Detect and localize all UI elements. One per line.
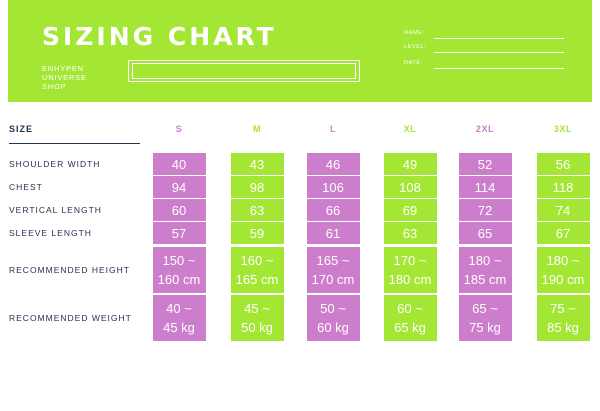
size-cell: 59 (230, 222, 284, 244)
size-cell: 94 (152, 176, 206, 198)
size-underline (9, 143, 140, 144)
header-banner: SIZING CHART ENHYPEN UNIVERSE SHOP NAME:… (8, 0, 592, 102)
column-header-2xl: 2XL (475, 124, 495, 134)
date-line (434, 68, 564, 69)
size-cell: 49 (383, 153, 437, 175)
size-cell: 65 ~ 75 kg (458, 295, 512, 341)
name-line (434, 38, 564, 39)
size-header: SIZE (9, 124, 34, 134)
size-cell: 180 ~ 190 cm (536, 247, 590, 293)
size-cell: 60 ~ 65 kg (383, 295, 437, 341)
size-cell: 150 ~ 160 cm (152, 247, 206, 293)
size-cell: 50 ~ 60 kg (306, 295, 360, 341)
size-cell: 170 ~ 180 cm (383, 247, 437, 293)
column-header-m: M (252, 124, 262, 134)
row-label-sleeve-length: SLEEVE LENGTH (9, 228, 92, 238)
size-cell: 74 (536, 199, 590, 221)
size-cell: 56 (536, 153, 590, 175)
size-cell: 40 (152, 153, 206, 175)
name-label: NAME: (404, 30, 425, 36)
row-label-chest: CHEST (9, 182, 43, 192)
size-cell: 106 (306, 176, 360, 198)
size-cell: 43 (230, 153, 284, 175)
size-cell: 165 ~ 170 cm (306, 247, 360, 293)
row-label-vertical-length: VERTICAL LENGTH (9, 205, 102, 215)
size-cell: 63 (230, 199, 284, 221)
column-header-xl: XL (403, 124, 417, 134)
size-cell: 67 (536, 222, 590, 244)
shop-name-box[interactable] (128, 60, 360, 82)
name-field[interactable]: NAME: (404, 30, 564, 40)
column-header-s: S (175, 124, 183, 134)
column-header-3xl: 3XL (553, 124, 573, 134)
shop-name-line-1: ENHYPEN (42, 64, 84, 73)
size-cell: 57 (152, 222, 206, 244)
row-label-recommended-weight: RECOMMENDED WEIGHT (9, 313, 132, 323)
column-header-l: L (329, 124, 337, 134)
size-cell: 65 (458, 222, 512, 244)
size-cell: 40 ~ 45 kg (152, 295, 206, 341)
row-label-recommended-height: RECOMMENDED HEIGHT (9, 265, 130, 275)
size-cell: 60 (152, 199, 206, 221)
size-cell: 98 (230, 176, 284, 198)
level-field[interactable]: LEVEL: (404, 44, 564, 54)
size-cell: 72 (458, 199, 512, 221)
size-cell: 46 (306, 153, 360, 175)
size-cell: 66 (306, 199, 360, 221)
shop-name-line-3: SHOP (42, 82, 67, 91)
size-cell: 45 ~ 50 kg (230, 295, 284, 341)
size-cell: 61 (306, 222, 360, 244)
level-label: LEVEL: (404, 44, 427, 50)
size-cell: 69 (383, 199, 437, 221)
date-field[interactable]: DATE: (404, 60, 564, 70)
size-cell: 180 ~ 185 cm (458, 247, 512, 293)
page-title: SIZING CHART (42, 22, 277, 51)
size-cell: 63 (383, 222, 437, 244)
size-cell: 52 (458, 153, 512, 175)
size-cell: 160 ~ 165 cm (230, 247, 284, 293)
shop-name: ENHYPEN UNIVERSE SHOP (42, 64, 87, 91)
shop-name-line-2: UNIVERSE (42, 73, 87, 82)
size-cell: 75 ~ 85 kg (536, 295, 590, 341)
size-cell: 118 (536, 176, 590, 198)
date-label: DATE: (404, 60, 423, 66)
level-line (434, 52, 564, 53)
row-label-shoulder-width: SHOULDER WIDTH (9, 159, 101, 169)
size-cell: 108 (383, 176, 437, 198)
size-cell: 114 (458, 176, 512, 198)
